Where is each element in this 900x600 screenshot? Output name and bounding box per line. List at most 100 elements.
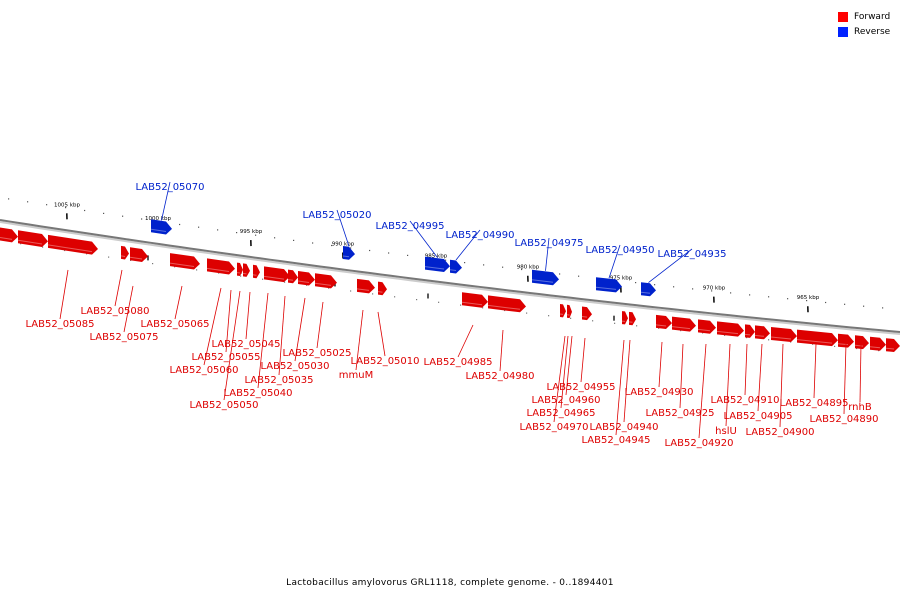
forward-gene-arrow-15-body[interactable]	[378, 281, 387, 296]
forward-gene-arrow-8-body[interactable]	[243, 263, 250, 277]
forward-gene-arrow-22-body[interactable]	[629, 311, 636, 326]
forward-gene-arrow-23-body[interactable]	[656, 314, 672, 329]
scale-dot	[141, 218, 143, 220]
forward-gene-arrow-16[interactable]	[461, 292, 488, 308]
forward-gene-arrow-28-shade	[754, 334, 765, 337]
forward-gene-arrow-8[interactable]	[242, 263, 250, 277]
forward-gene-arrow-17-body[interactable]	[488, 295, 526, 313]
gene-lab52_05065-leader	[174, 285, 183, 320]
forward-gene-arrow-2-body[interactable]	[48, 234, 98, 255]
forward-gene-arrow-13-body[interactable]	[315, 273, 337, 289]
forward-gene-arrow-21[interactable]	[621, 311, 628, 325]
forward-gene-arrow-3-shade	[120, 255, 126, 257]
gene-lab52_05020[interactable]	[342, 246, 355, 260]
forward-gene-arrow-20-body[interactable]	[582, 306, 592, 321]
forward-gene-arrow-14-body[interactable]	[357, 278, 375, 294]
gene-lab52_04975[interactable]	[531, 269, 559, 286]
gene-lab52_04940-label: LAB52_04940	[589, 422, 658, 433]
forward-gene-arrow-19-body[interactable]	[567, 304, 572, 319]
scale-dot	[388, 252, 390, 254]
forward-gene-arrow-0-shade	[0, 237, 13, 240]
scale-dot	[464, 262, 466, 264]
scale-dot	[548, 315, 550, 317]
gene-lab52_04950[interactable]	[595, 277, 622, 293]
gene-lab52_05020-body[interactable]	[343, 246, 355, 260]
forward-gene-arrow-6-body[interactable]	[207, 258, 235, 275]
forward-gene-arrow-11-body[interactable]	[288, 269, 298, 284]
forward-gene-arrow-4-body[interactable]	[130, 247, 148, 262]
forward-gene-arrow-9-body[interactable]	[253, 264, 260, 279]
forward-gene-arrow-20[interactable]	[581, 306, 592, 321]
forward-gene-arrow-25-body[interactable]	[698, 319, 716, 334]
gene-lab52_04975-body[interactable]	[532, 269, 559, 286]
scale-dot	[711, 290, 713, 292]
forward-gene-arrow-34[interactable]	[885, 338, 900, 352]
gene-lab52_05070[interactable]	[150, 219, 172, 235]
forward-gene-arrow-1-body[interactable]	[18, 230, 48, 247]
forward-gene-arrow-29[interactable]	[770, 327, 797, 342]
forward-gene-arrow-5-body[interactable]	[170, 253, 200, 270]
gene-lab52_05070-body[interactable]	[151, 219, 172, 235]
forward-gene-arrow-21-body[interactable]	[622, 311, 628, 325]
gene-lab52_04935-body[interactable]	[641, 282, 656, 297]
gene-lab52_04990[interactable]	[449, 259, 462, 274]
forward-gene-arrow-1[interactable]	[17, 230, 48, 247]
forward-gene-arrow-24-body[interactable]	[672, 316, 696, 332]
forward-gene-arrow-19[interactable]	[566, 304, 572, 319]
forward-gene-arrow-31-body[interactable]	[838, 333, 854, 348]
forward-gene-arrow-15[interactable]	[377, 281, 387, 296]
forward-gene-arrow-12[interactable]	[297, 271, 315, 286]
forward-gene-arrow-29-body[interactable]	[771, 327, 797, 342]
forward-gene-arrow-14[interactable]	[356, 278, 375, 294]
forward-gene-arrow-33[interactable]	[869, 336, 886, 351]
forward-gene-arrow-7[interactable]	[236, 262, 243, 276]
forward-gene-arrow-18[interactable]	[559, 304, 566, 318]
forward-gene-arrow-32[interactable]	[854, 335, 869, 350]
gene-lab52_04930-leader	[658, 341, 663, 388]
forward-gene-arrow-12-body[interactable]	[298, 271, 315, 286]
forward-gene-arrow-9[interactable]	[252, 264, 260, 279]
forward-gene-arrow-34-body[interactable]	[886, 338, 900, 352]
forward-gene-arrow-10[interactable]	[263, 266, 290, 283]
forward-gene-arrow-22[interactable]	[628, 311, 636, 326]
forward-gene-arrow-6[interactable]	[206, 258, 235, 275]
forward-gene-arrow-3-body[interactable]	[121, 245, 129, 260]
forward-gene-arrow-7-body[interactable]	[237, 262, 243, 276]
forward-gene-arrow-30-body[interactable]	[797, 329, 838, 347]
gene-lab52_04990-body[interactable]	[450, 259, 462, 274]
forward-gene-arrow-33-body[interactable]	[870, 336, 886, 351]
gene-lab52_04995-label: LAB52_04995	[375, 221, 444, 232]
forward-gene-arrow-30[interactable]	[796, 329, 838, 347]
forward-gene-arrow-24[interactable]	[671, 316, 696, 332]
forward-gene-arrow-28-body[interactable]	[755, 325, 770, 340]
forward-gene-arrow-4[interactable]	[129, 247, 148, 262]
gene-lab52_04995[interactable]	[424, 256, 450, 272]
forward-gene-arrow-27-body[interactable]	[745, 324, 755, 338]
gene-lab52_04935-shade	[640, 291, 651, 294]
forward-gene-arrow-5[interactable]	[169, 253, 200, 270]
forward-gene-arrow-28[interactable]	[754, 325, 770, 340]
forward-gene-arrow-17[interactable]	[487, 295, 526, 313]
forward-gene-arrow-25[interactable]	[697, 319, 716, 334]
scale-dot	[856, 347, 858, 350]
forward-gene-arrow-11[interactable]	[287, 269, 298, 284]
forward-gene-arrow-26[interactable]	[716, 321, 744, 337]
forward-gene-arrow-0-body[interactable]	[0, 227, 18, 243]
forward-gene-arrow-27[interactable]	[744, 324, 755, 338]
scale-dot	[42, 246, 44, 248]
forward-gene-arrow-23[interactable]	[655, 314, 672, 329]
gene-lab52_04950-body[interactable]	[596, 277, 622, 293]
forward-gene-arrow-16-body[interactable]	[462, 292, 488, 308]
forward-gene-arrow-26-body[interactable]	[717, 321, 744, 337]
gene-lab52_04935[interactable]	[640, 282, 656, 297]
forward-gene-arrow-32-body[interactable]	[855, 335, 869, 350]
gene-lab52_04995-body[interactable]	[425, 256, 450, 272]
forward-gene-arrow-18-body[interactable]	[560, 304, 566, 318]
forward-gene-arrow-0[interactable]	[0, 227, 18, 243]
kbp-label: 975 kbp	[610, 275, 633, 281]
forward-gene-arrow-13[interactable]	[314, 273, 337, 289]
forward-gene-arrow-2[interactable]	[47, 234, 98, 255]
forward-gene-arrow-10-body[interactable]	[264, 266, 290, 283]
forward-gene-arrow-3[interactable]	[120, 245, 129, 260]
gene-lab52_05020-leader	[336, 209, 350, 247]
